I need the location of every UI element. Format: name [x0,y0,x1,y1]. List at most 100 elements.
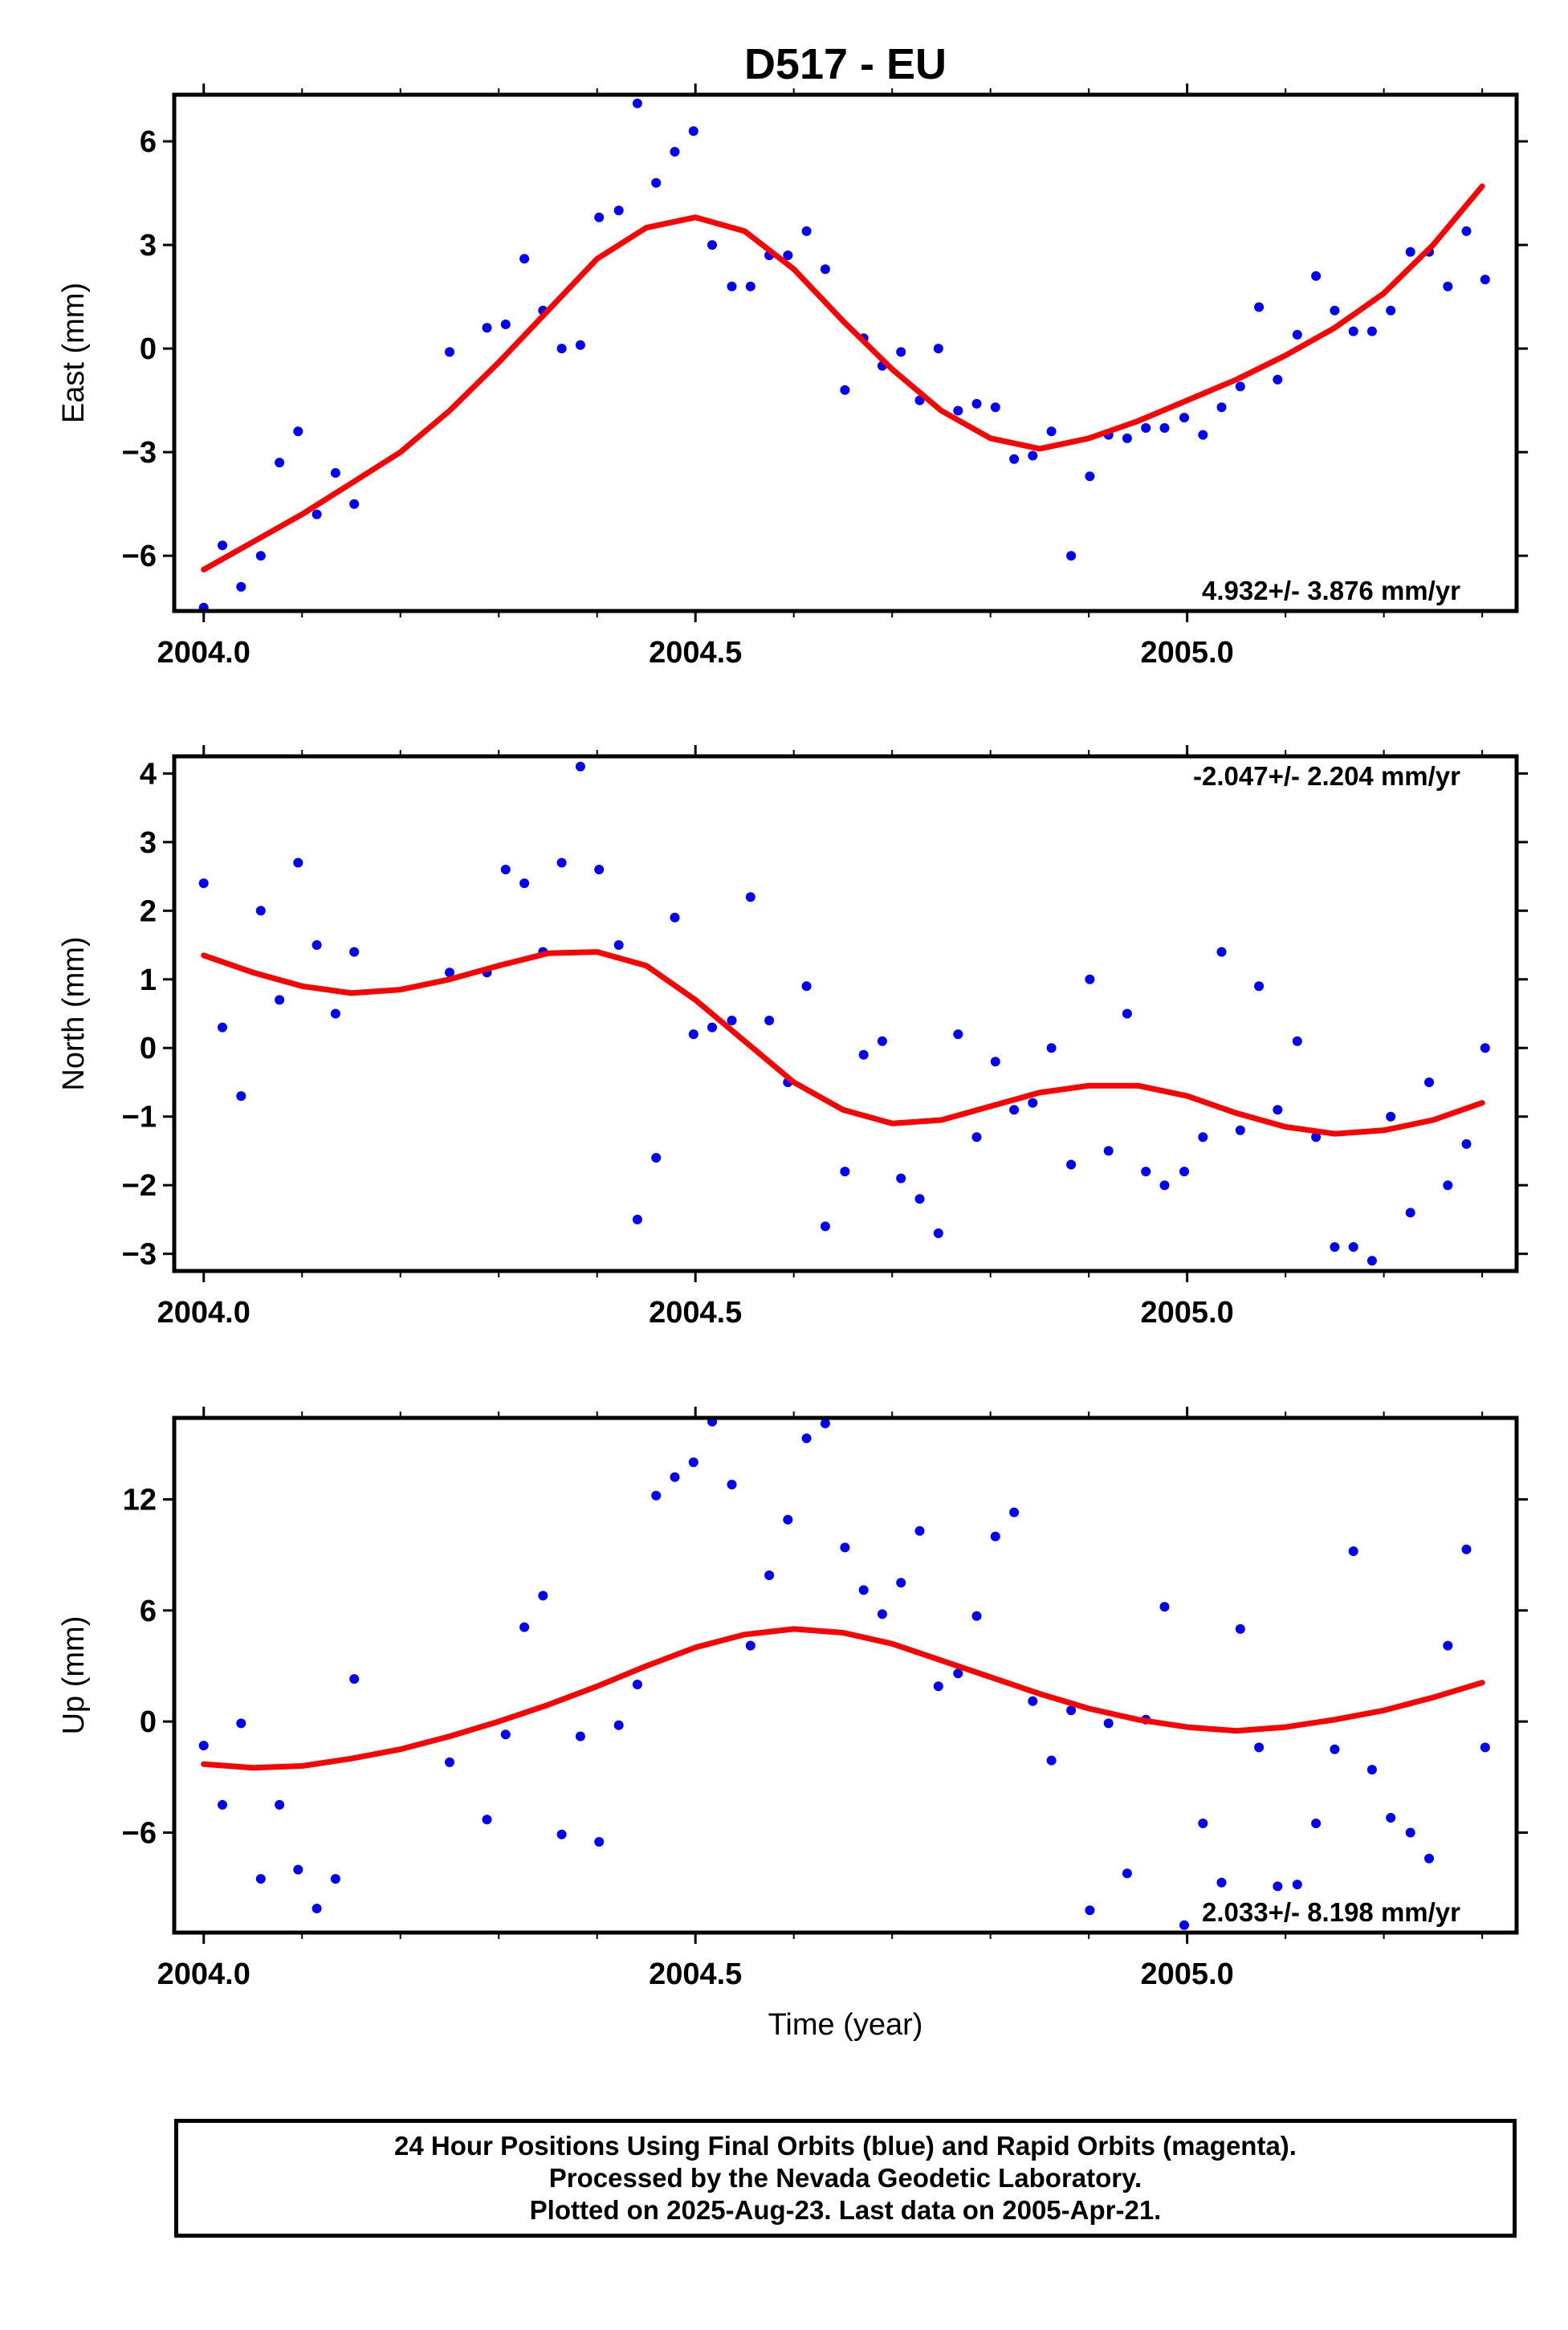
y-axis-label: Up (mm) [57,1616,91,1735]
caption-line-3: Plotted on 2025-Aug-23. Last data on 200… [529,2195,1162,2225]
y-tick-label: 0 [140,332,157,366]
data-point [1461,1139,1472,1149]
data-point [198,878,209,889]
data-point [1461,1544,1472,1554]
data-point [1348,1242,1358,1253]
data-point [1198,430,1208,440]
data-point [896,1173,906,1183]
x-tick-label: 2004.0 [157,636,250,670]
caption-line-1: 24 Hour Positions Using Final Orbits (bl… [394,2131,1297,2161]
data-point [1480,1043,1490,1053]
data-point [556,857,567,868]
fit-line [201,183,1485,572]
data-point [1235,1125,1245,1135]
rate-label: 4.932+/- 3.876 mm/yr [1202,576,1460,605]
data-point [1159,423,1170,433]
data-point [1122,1868,1132,1879]
data-point [1386,1111,1396,1122]
data-point [482,1815,492,1825]
data-point [745,281,755,291]
data-point [632,1214,642,1224]
data-point [575,1731,585,1741]
plot-frame [172,754,1519,1273]
data-point [1405,1827,1415,1838]
data-point [1366,1256,1377,1266]
fit-line [201,949,1485,1137]
data-point [914,1525,925,1536]
data-point [1330,1744,1340,1754]
data-point [349,1674,360,1684]
y-tick-label: 6 [140,1595,157,1628]
data-point [801,226,812,236]
data-point [1480,1742,1490,1753]
data-point [933,1228,943,1238]
data-point [312,509,322,519]
data-point [764,1016,775,1025]
data-point [858,1049,869,1060]
data-point [820,1221,830,1232]
data-point [1424,1077,1434,1087]
data-point [1235,381,1245,392]
data-point [745,892,755,902]
data-point [688,1457,698,1468]
data-point [1254,302,1265,312]
data-point [933,344,943,354]
data-point [707,1418,717,1427]
panel-3: 2004.0 2004.5 2005.0 −6 0 6 12 Up (mm) Time (yea… [57,1407,1528,2042]
data-point [1141,423,1151,433]
data-point [1159,1180,1170,1191]
data-point [255,551,266,561]
x-tick-label: 2005.0 [1141,1296,1234,1330]
data-point [330,1874,340,1884]
data-point [1046,426,1057,437]
data-point [1216,947,1227,957]
x-tick-label: 2004.5 [649,1957,742,1991]
y-tick-label: −6 [122,540,157,573]
data-point [953,405,963,416]
data-point [613,206,624,216]
data-point [1443,1640,1453,1651]
data-point [613,940,624,950]
data-point [519,254,530,264]
data-point [1122,1008,1132,1019]
data-point [1348,326,1358,336]
data-point [1235,1623,1245,1634]
data-point [218,1799,227,1810]
data-point [1066,1705,1077,1716]
data-point [1273,1881,1283,1892]
data-point [953,1668,963,1679]
data-point [651,177,662,188]
data-point [914,1194,925,1204]
data-point [1198,1132,1208,1143]
panel-1: 2004.0 2004.5 2005.0 −6 −3 0 3 6 East (mm) 4.932+… [57,84,1528,670]
data-point [594,1837,605,1847]
data-point [953,1029,963,1040]
y-tick-label: −1 [122,1101,157,1134]
data-point [293,426,303,437]
data-point [783,251,793,260]
data-point [275,995,285,1005]
data-point [594,212,605,222]
caption-line-2: Processed by the Nevada Geodetic Laborat… [548,2163,1142,2193]
data-point [613,1720,624,1730]
x-tick-label: 2005.0 [1141,636,1234,670]
x-tick-label: 2004.0 [157,1296,250,1330]
y-tick-label: 3 [140,229,157,263]
data-point [1216,1877,1227,1888]
data-point [556,1829,567,1839]
data-point [670,1472,680,1482]
y-tick-label: −3 [122,436,157,470]
data-point [1085,1905,1095,1916]
y-tick-label: 4 [140,757,157,791]
x-axis-label: Time (year) [768,2008,923,2042]
y-tick-label: 2 [140,894,157,928]
data-point [1046,1755,1057,1766]
data-point [1386,305,1396,316]
data-point [1179,413,1189,423]
data-point [745,1640,755,1651]
data-point [312,940,322,950]
data-point [764,1570,775,1580]
data-point [575,340,585,350]
data-point [971,1132,982,1143]
data-point [1330,305,1340,316]
